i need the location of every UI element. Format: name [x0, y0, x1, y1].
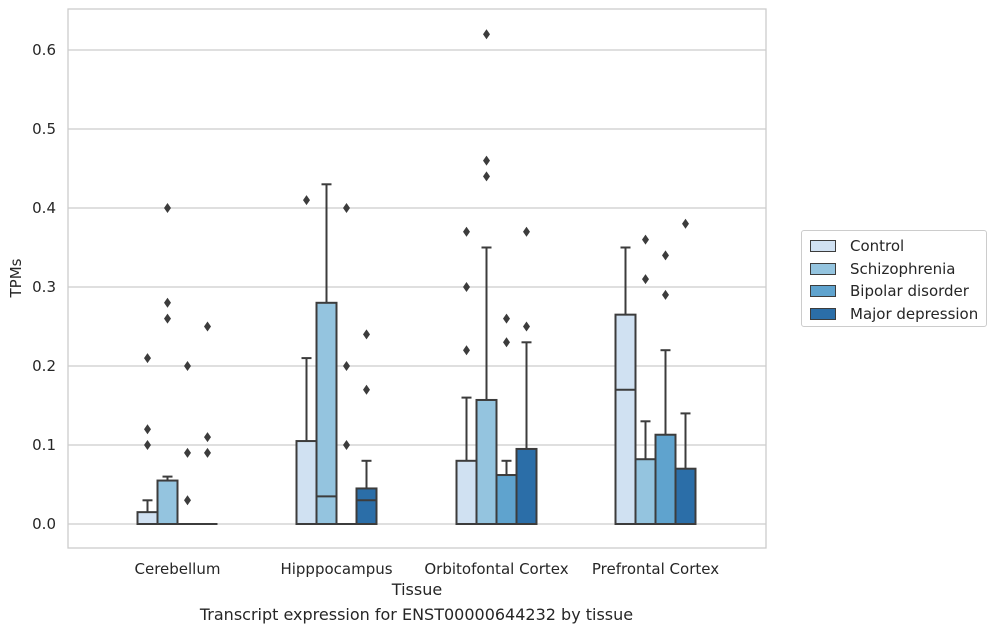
box-cerebellum-schizophrenia: [156, 203, 179, 525]
y-tick-label: 0.1: [32, 436, 56, 454]
box-body: [295, 440, 318, 525]
legend-entry-schizophrenia: Schizophrenia: [810, 258, 986, 281]
x-tick-label-orbitofontal-cortex: Orbitofontal Cortex: [424, 560, 568, 578]
boxes-layer: [136, 29, 697, 526]
outlier-point: [483, 171, 490, 182]
outlier-point: [363, 329, 370, 340]
outlier-point: [144, 440, 151, 450]
outlier-point: [184, 495, 191, 506]
outlier-point: [204, 447, 211, 458]
box-cerebellum-bipolar-disorder: [177, 361, 198, 525]
box-orbitofontal-cortex-major-depression: [515, 226, 538, 526]
legend-label-schizophrenia: Schizophrenia: [850, 259, 956, 278]
y-tick-labels: 0.0 0.1 0.2 0.3 0.4 0.5 0.6: [32, 41, 56, 533]
outlier-point: [144, 424, 151, 435]
legend-label-major-depression: Major depression: [850, 304, 979, 323]
box-body: [156, 479, 179, 525]
outlier-point: [164, 297, 171, 308]
figure-caption: Transcript expression for ENST0000064423…: [199, 605, 634, 624]
x-tick-label-hipppocampus: Hipppocampus: [280, 560, 392, 578]
outlier-point: [343, 203, 350, 213]
outlier-point: [204, 432, 211, 443]
box-body: [634, 458, 657, 525]
legend: Control Schizophrenia Bipolar disorder M…: [801, 230, 987, 327]
box-prefrontal-cortex-control: [614, 246, 637, 525]
outlier-point: [363, 384, 370, 395]
y-axis-title: TPMs: [7, 258, 25, 298]
outlier-point: [682, 218, 689, 229]
outlier-point: [303, 195, 310, 206]
y-tick-label: 0.0: [32, 515, 56, 533]
box-prefrontal-cortex-bipolar-disorder: [654, 250, 677, 526]
outlier-point: [463, 345, 470, 356]
box-hipppocampus-bipolar-disorder: [336, 203, 357, 525]
legend-label-control: Control: [850, 237, 905, 256]
outlier-point: [343, 440, 350, 450]
box-body: [315, 301, 338, 525]
outlier-point: [164, 313, 171, 324]
box-body: [674, 467, 697, 526]
outlier-point: [523, 321, 530, 332]
outlier-point: [483, 29, 490, 40]
box-orbitofontal-cortex-bipolar-disorder: [495, 313, 518, 525]
box-orbitofontal-cortex-control: [455, 226, 478, 525]
box-cerebellum-major-depression: [197, 321, 218, 525]
outlier-point: [463, 226, 470, 237]
legend-swatch-schizophrenia: [810, 262, 836, 275]
x-tick-label-cerebellum: Cerebellum: [135, 560, 221, 578]
outlier-point: [343, 361, 350, 371]
box-prefrontal-cortex-major-depression: [674, 218, 697, 526]
outlier-point: [642, 234, 649, 245]
legend-swatch-control: [810, 240, 836, 253]
box-body: [136, 511, 159, 526]
x-axis-title: Tissue: [391, 580, 442, 599]
y-tick-label: 0.4: [32, 199, 56, 217]
box-body: [355, 487, 378, 526]
box-hipppocampus-major-depression: [355, 329, 378, 526]
box-prefrontal-cortex-schizophrenia: [634, 234, 657, 525]
box-body: [455, 459, 478, 525]
plot-frame: [67, 8, 767, 549]
legend-swatch-major-depression: [810, 307, 836, 320]
y-tick-label: 0.5: [32, 120, 56, 138]
outlier-point: [204, 321, 211, 332]
x-tick-labels: Cerebellum Hipppocampus Orbitofontal Corte…: [135, 560, 720, 578]
box-body: [475, 398, 498, 525]
box-orbitofontal-cortex-schizophrenia: [475, 29, 498, 525]
outlier-point: [184, 447, 191, 458]
outlier-point: [463, 282, 470, 292]
legend-entry-bipolar-disorder: Bipolar disorder: [810, 280, 986, 303]
y-tick-label: 0.2: [32, 357, 56, 375]
y-tick-label: 0.3: [32, 278, 56, 296]
outlier-point: [483, 155, 490, 166]
box-body: [515, 447, 538, 526]
outlier-point: [503, 313, 510, 324]
outlier-point: [662, 289, 669, 300]
outlier-point: [523, 226, 530, 237]
outlier-point: [503, 337, 510, 348]
box-body: [495, 474, 518, 525]
outlier-point: [184, 361, 191, 371]
legend-entry-major-depression: Major depression: [810, 303, 986, 326]
legend-label-bipolar-disorder: Bipolar disorder: [850, 282, 969, 301]
outlier-point: [642, 274, 649, 285]
outlier-point: [164, 203, 171, 213]
y-tick-label: 0.6: [32, 41, 56, 59]
legend-swatch-bipolar-disorder: [810, 285, 836, 298]
legend-entry-control: Control: [810, 235, 986, 258]
x-tick-label-prefrontal-cortex: Prefrontal Cortex: [592, 560, 719, 578]
outlier-point: [144, 353, 151, 364]
box-hipppocampus-control: [295, 195, 318, 525]
outlier-point: [662, 250, 669, 261]
box-body: [614, 313, 637, 525]
box-body: [654, 433, 677, 526]
box-hipppocampus-schizophrenia: [315, 183, 338, 525]
box-cerebellum-control: [136, 353, 159, 526]
